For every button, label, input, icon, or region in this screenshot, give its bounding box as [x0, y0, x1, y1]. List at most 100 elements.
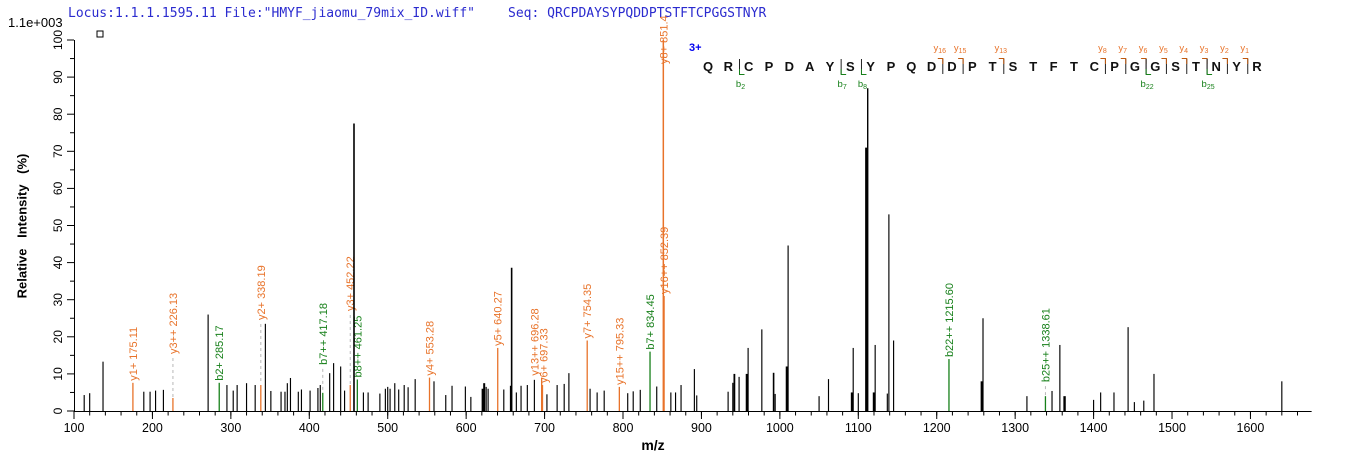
y-cleavage-hook [1120, 58, 1127, 64]
peak-label: y13++ 696.28 [530, 308, 542, 375]
x-tick-label: 100 [64, 421, 85, 435]
y-cleavage-hook [1181, 58, 1188, 64]
peak-label: y5+ 640.27 [493, 291, 505, 346]
max-intensity-label: 1.1e+003 [8, 15, 63, 30]
peak-label: y16++ 852.39 [659, 227, 671, 294]
x-tick-label: 500 [377, 421, 398, 435]
square-marker-icon [96, 30, 104, 38]
y-tick-label: 0 [51, 407, 65, 414]
peak-label: y1+ 175.11 [128, 327, 140, 381]
peak-label: y3+ 452.22 [345, 256, 357, 311]
y-tick-label: 50 [51, 219, 65, 233]
y-ion-marker-label: y15 [954, 43, 967, 55]
residue-letter: D [947, 59, 956, 74]
residue-letter: G [1150, 59, 1160, 74]
peak-label: b2+ 285.17 [214, 325, 226, 380]
peak-label: y2+ 338.19 [256, 265, 268, 320]
residue-letter: C [744, 59, 754, 74]
y-cleavage-hook [1100, 58, 1106, 64]
x-tick-label: 1300 [1001, 421, 1029, 435]
residue-letter: F [1050, 59, 1058, 74]
y-ion-marker-label: y16 [934, 43, 947, 55]
y-cleavage-hook [998, 58, 1005, 64]
residue-letter: P [1110, 59, 1119, 74]
residue-letter: P [765, 59, 774, 74]
peak-label: y3++ 226.13 [168, 293, 180, 354]
y-tick-label: 20 [51, 330, 65, 344]
y-ion-marker-label: y5 [1159, 43, 1168, 55]
x-tick-label: 200 [142, 421, 163, 435]
residue-letter: P [887, 59, 896, 74]
peak-label: b7++ 417.18 [318, 303, 330, 365]
y-cleavage-hook [1141, 58, 1147, 64]
residue-letter: T [1029, 59, 1037, 74]
residue-letter: Y [1232, 59, 1241, 74]
x-tick-label: 800 [613, 421, 634, 435]
y-cleavage-hook [937, 58, 944, 64]
residue-letter: Q [906, 59, 916, 74]
y-tick-label: 40 [51, 256, 65, 270]
b-ion-marker-label: b7 [838, 79, 847, 91]
peak-label: y8+ 851.4 [658, 15, 670, 64]
y-ion-marker-label: y2 [1220, 43, 1229, 55]
residue-letter: T [1192, 59, 1200, 74]
peak-label: y7+ 754.35 [582, 284, 594, 339]
residue-letter: C [1090, 59, 1100, 74]
peak-label: b25++ 1338.61 [1040, 308, 1052, 382]
x-tick-label: 1200 [923, 421, 951, 435]
y-ion-marker-label: y3 [1200, 43, 1209, 55]
peak-label: y15++ 795.33 [614, 318, 626, 385]
residue-letter: R [724, 59, 734, 74]
peak-label: b8++ 461.25 [352, 316, 364, 378]
x-tick-label: 600 [456, 421, 477, 435]
peak-label: b22++ 1215.60 [944, 283, 956, 357]
b-ion-marker-label: b2 [736, 79, 745, 91]
y-ion-marker-label: y6 [1139, 43, 1148, 55]
y-axis-title: Relative Intensity (%) [14, 153, 30, 299]
residue-letter: P [968, 59, 977, 74]
y-tick-label: 30 [51, 293, 65, 307]
residue-letter: N [1212, 59, 1221, 74]
y-cleavage-hook [1222, 58, 1228, 64]
b-cleavage-hook [840, 69, 847, 75]
residue-letter: G [1130, 59, 1140, 74]
y-tick-label: 100 [51, 30, 65, 50]
y-tick-label: 60 [51, 181, 65, 195]
residue-letter: A [805, 59, 815, 74]
x-tick-label: 1600 [1237, 421, 1265, 435]
residue-letter: S [1009, 59, 1018, 74]
peak-label: y4+ 553.28 [425, 321, 437, 376]
b-cleavage-hook [860, 69, 867, 75]
y-tick-label: 10 [51, 367, 65, 381]
b-ion-marker-label: b25 [1202, 79, 1215, 91]
residue-letter: T [1070, 59, 1078, 74]
b-cleavage-hook [738, 69, 745, 75]
b-ion-marker-label: b22 [1141, 79, 1154, 91]
y-cleavage-hook [958, 58, 964, 64]
b-cleavage-hook [1206, 69, 1213, 75]
b-ion-marker-label: b8 [858, 79, 867, 91]
y-tick-label: 80 [51, 107, 65, 121]
x-tick-label: 1500 [1158, 421, 1186, 435]
residue-letter: R [1252, 59, 1262, 74]
residue-letter: D [927, 59, 936, 74]
x-tick-label: 1400 [1080, 421, 1108, 435]
x-axis-title: m/z [641, 437, 665, 453]
residue-letter: S [1171, 59, 1180, 74]
residue-letter: S [846, 59, 855, 74]
residue-letter: T [989, 59, 997, 74]
x-tick-label: 900 [691, 421, 712, 435]
x-tick-label: 300 [220, 421, 241, 435]
locus-file-label: Locus:1.1.1.1595.11 File:"HMYF_jiaomu_79… [68, 6, 475, 21]
y-ion-marker-label: y1 [1240, 43, 1249, 55]
y-cleavage-hook [1161, 58, 1167, 64]
y-cleavage-hook [1242, 58, 1249, 64]
y-ion-marker-label: y4 [1179, 43, 1188, 55]
residue-letter: Y [866, 59, 875, 74]
x-tick-label: 1100 [845, 421, 872, 435]
y-ion-marker-label: y8 [1098, 43, 1107, 55]
x-tick-label: 1000 [766, 421, 794, 435]
b-cleavage-hook [1145, 69, 1152, 75]
